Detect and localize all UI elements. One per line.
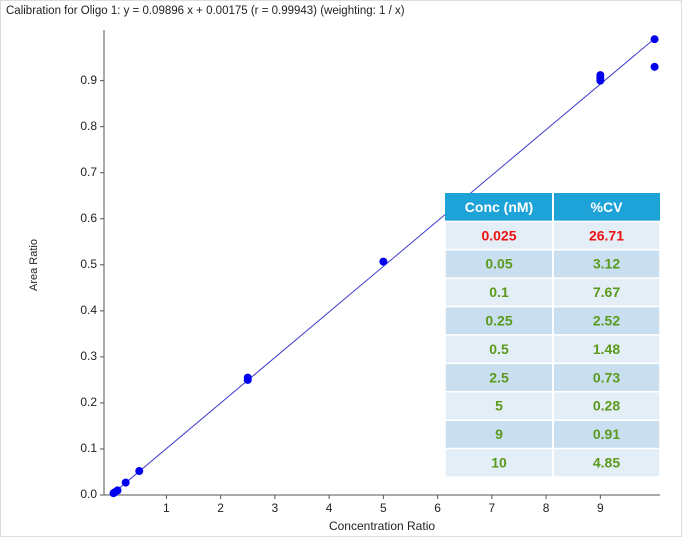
x-tick-label: 3	[272, 501, 279, 515]
table-cell: 0.05	[485, 256, 512, 272]
data-point	[113, 486, 122, 495]
y-tick-label: 0.7	[80, 165, 97, 179]
y-tick-label: 0.9	[80, 73, 97, 87]
table-cell: 0.91	[593, 426, 620, 442]
table-cell: 0.73	[593, 369, 620, 385]
data-point	[243, 373, 252, 382]
column-header: Conc (nM)	[465, 199, 533, 215]
data-point	[135, 467, 144, 476]
y-tick-label: 0.0	[80, 487, 97, 501]
x-axis-label: Concentration Ratio	[329, 519, 435, 533]
y-tick-label: 0.8	[80, 119, 97, 133]
x-tick-label: 6	[434, 501, 441, 515]
table-cell: 2.5	[489, 369, 509, 385]
x-tick-label: 1	[163, 501, 170, 515]
data-point	[379, 257, 388, 266]
table-cell: 26.71	[589, 227, 624, 243]
table-cell: 2.52	[593, 313, 620, 329]
y-tick-label: 0.5	[80, 257, 97, 271]
table-cell: 7.67	[593, 284, 620, 300]
x-tick-label: 9	[597, 501, 604, 515]
data-point	[596, 74, 605, 83]
y-tick-label: 0.1	[80, 441, 97, 455]
x-tick-label: 8	[543, 501, 550, 515]
x-tick-label: 4	[326, 501, 333, 515]
table-cell: 5	[495, 398, 503, 414]
table-cell: 0.28	[593, 398, 620, 414]
table-cell: 0.5	[489, 341, 509, 357]
y-axis-label: Area Ratio	[28, 239, 40, 291]
y-tick-label: 0.4	[80, 303, 97, 317]
x-tick-label: 2	[217, 501, 224, 515]
data-point	[121, 478, 130, 487]
table-cell: 0.25	[485, 313, 512, 329]
y-tick-label: 0.2	[80, 395, 97, 409]
y-tick-label: 0.3	[80, 349, 97, 363]
table-cell: 4.85	[593, 455, 620, 471]
y-tick-label: 0.6	[80, 211, 97, 225]
chart-title: Calibration for Oligo 1: y = 0.09896 x +…	[6, 5, 405, 17]
data-point	[650, 62, 659, 71]
table-cell: 1.48	[593, 341, 620, 357]
x-tick-label: 7	[489, 501, 496, 515]
table-cell: 3.12	[593, 256, 620, 272]
column-header: %CV	[591, 199, 624, 215]
x-tick-label: 5	[380, 501, 387, 515]
table-cell: 0.025	[481, 227, 516, 243]
table-cell: 10	[491, 455, 507, 471]
data-point	[650, 35, 659, 44]
table-cell: 9	[495, 426, 503, 442]
fit-line	[111, 38, 655, 495]
table-cell: 0.1	[489, 284, 509, 300]
